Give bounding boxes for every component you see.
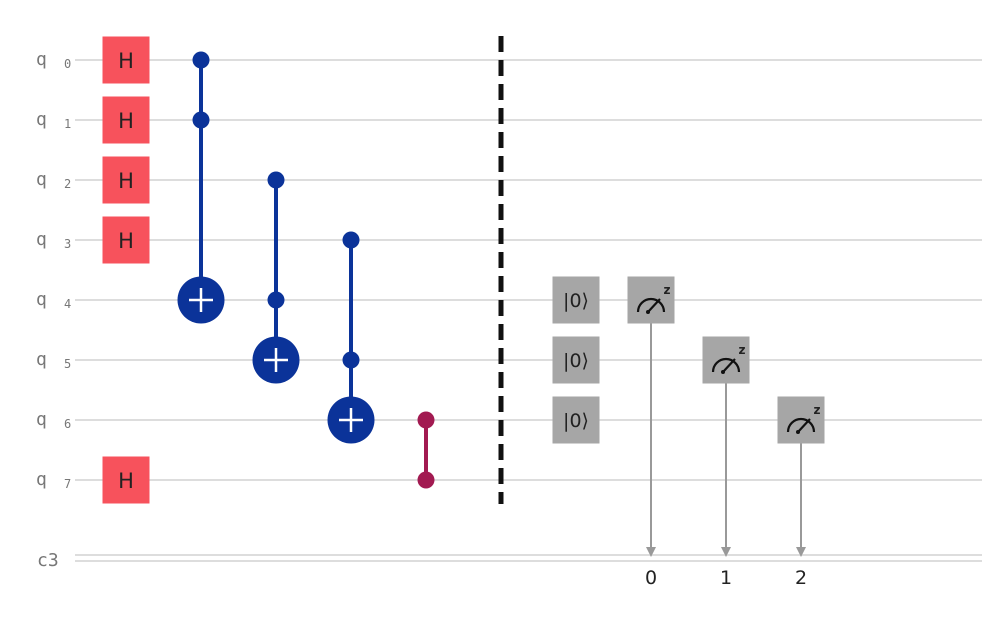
reset-gate [552,336,600,384]
qubit-label-name: q [36,349,47,370]
hadamard-gate-label: H [118,49,134,73]
cz-dot [417,411,435,429]
qubit-label-index: 4 [64,297,71,311]
hadamard-gate-label: H [118,229,134,253]
reset-gate [552,396,600,444]
meter-icon [636,297,666,313]
control-dot [267,171,285,189]
measure-basis-label: z [814,403,821,417]
qubit-label-name: q [36,289,47,310]
meter-pivot-icon [796,430,800,434]
meter-icon [711,357,741,373]
meter-needle-icon [722,358,736,373]
meter-needle-icon [797,418,811,433]
qubit-label-index: 7 [64,477,71,491]
measure-basis-label: z [739,343,746,357]
reset-gate-label: |0⟩ [563,290,589,312]
hadamard-gate-label: H [118,109,134,133]
meter-icon [786,417,816,433]
control-dot [342,231,360,249]
cz-dot [417,471,435,489]
meter-pivot-icon [721,370,725,374]
hadamard-gate-label: H [118,169,134,193]
reset-gate-label: |0⟩ [563,410,589,432]
qubit-label-name: q [36,409,47,430]
meter-needle-icon [647,298,661,313]
hadamard-gate [102,156,150,204]
classical-bit-label: 1 [720,567,732,589]
classical-register-label: c3 [37,550,59,571]
hadamard-gate [102,456,150,504]
reset-gate [552,276,600,324]
meter-pivot-icon [646,310,650,314]
qubit-label-index: 6 [64,417,71,431]
qubit-label-index: 5 [64,357,71,371]
qubit-label-name: q [36,169,47,190]
measure-arrow [646,547,656,557]
reset-gate-label: |0⟩ [563,350,589,372]
qubit-label-name: q [36,109,47,130]
hadamard-gate [102,96,150,144]
control-dot [192,51,210,69]
qubit-label-index: 0 [64,57,71,71]
qubit-label-index: 3 [64,237,71,251]
control-dot [192,111,210,129]
control-dot [342,351,360,369]
qubit-label-name: q [36,49,47,70]
measure-basis-label: z [664,283,671,297]
control-dot [267,291,285,309]
classical-bit-label: 2 [795,567,807,589]
measure-arrow [721,547,731,557]
qubit-label-name: q [36,229,47,250]
hadamard-gate [102,36,150,84]
classical-bit-label: 0 [645,567,657,589]
qubit-label-index: 1 [64,117,71,131]
hadamard-gate [102,216,150,264]
hadamard-gate-label: H [118,469,134,493]
measure-arrow [796,547,806,557]
qubit-label-index: 2 [64,177,71,191]
qubit-label-name: q [36,469,47,490]
